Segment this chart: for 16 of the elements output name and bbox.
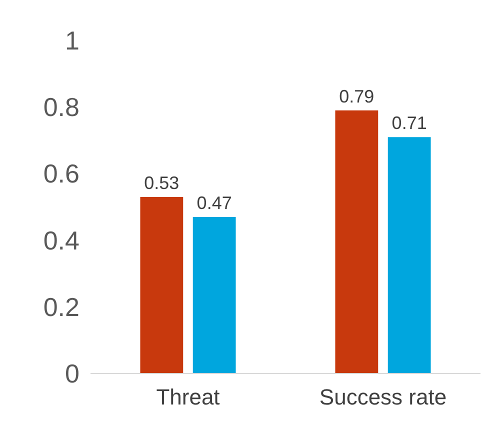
y-tick-label: 1 [65, 26, 80, 56]
data-label: 0.47 [196, 192, 232, 213]
y-tick-label: 0.8 [43, 92, 80, 122]
data-label: 0.53 [144, 173, 180, 194]
data-label: 0.79 [339, 86, 374, 106]
y-tick-label: 0.6 [43, 158, 80, 189]
bar [388, 137, 431, 374]
data-label: 0.71 [392, 113, 427, 134]
y-tick-label: 0.2 [43, 292, 80, 322]
bar [335, 110, 378, 374]
bar [140, 197, 184, 374]
x-tick-label: Threat [156, 384, 220, 410]
y-tick-label: 0 [65, 358, 80, 388]
y-tick-label: 0.4 [43, 225, 80, 256]
bar [192, 216, 236, 374]
x-tick-label: Success rate [319, 384, 447, 410]
